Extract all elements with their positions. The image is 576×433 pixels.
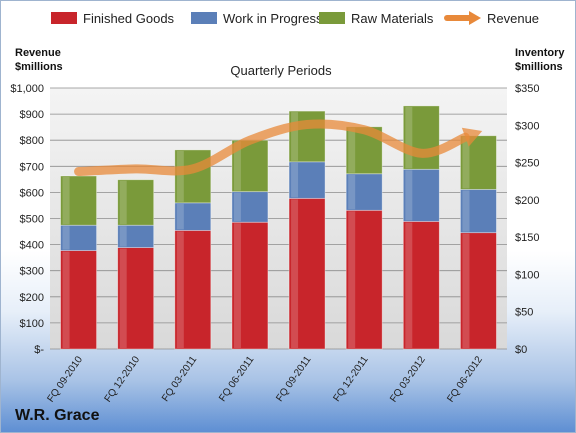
right-tick-label: $50 [515, 307, 533, 319]
legend-label-revenue: Revenue [487, 11, 539, 26]
right-axis-title: Inventory [515, 47, 565, 59]
bar-highlight [348, 127, 356, 173]
bar-highlight [405, 106, 413, 169]
right-axis-unit: $millions [515, 61, 563, 73]
left-tick-label: $500 [20, 214, 44, 226]
legend: Finished Goods Work in Progress Raw Materi… [51, 11, 539, 26]
x-tick-label: FQ 03-2011 [160, 354, 199, 404]
right-tick-label: $0 [515, 344, 527, 356]
bar-raw-materials [460, 135, 497, 190]
left-tick-label: $400 [20, 240, 44, 252]
bar-highlight [233, 223, 241, 348]
legend-arrow-head [469, 11, 481, 25]
right-axis-ticks: $0 $50 $100 $150 $200 $250 $300 $350 [515, 83, 539, 356]
x-axis-labels: FQ 09-2010 FQ 12-2010 FQ 03-2011 FQ 06-2011… [45, 354, 485, 404]
bar-work-in-progress [288, 161, 326, 199]
bar-highlight [348, 211, 356, 348]
legend-label-work-in-progress: Work in Progress [223, 11, 323, 26]
left-tick-label: $300 [20, 266, 44, 278]
bar-finished-goods [117, 247, 155, 350]
bar-highlight [462, 233, 470, 348]
bar-finished-goods [174, 230, 212, 350]
bar-highlight [119, 226, 127, 247]
bar-highlight [176, 203, 184, 230]
bar-work-in-progress [174, 202, 212, 231]
bar-highlight [405, 222, 413, 348]
revenue-line [74, 119, 483, 177]
legend-label-finished-goods: Finished Goods [83, 11, 175, 26]
x-tick-label: FQ 03-2012 [388, 354, 428, 404]
x-tick-label: FQ 06-2011 [217, 354, 256, 404]
bar-finished-goods [460, 232, 497, 350]
x-tick-label: FQ 09-2010 [45, 354, 85, 404]
left-axis-unit: $millions [15, 61, 63, 73]
bar-highlight [233, 192, 241, 222]
legend-label-raw-materials: Raw Materials [351, 11, 434, 26]
bar-highlight [405, 170, 413, 221]
bar-finished-goods [402, 221, 440, 350]
bar-highlight [462, 190, 470, 232]
left-tick-label: $700 [20, 161, 44, 173]
bar-highlight [291, 162, 299, 198]
x-tick-label: FQ 06-2012 [445, 354, 485, 404]
bar-highlight [176, 231, 184, 348]
bar-raw-materials [402, 105, 440, 170]
left-tick-label: $100 [20, 318, 44, 330]
x-tick-label: FQ 09-2011 [274, 354, 313, 404]
bar-raw-materials [60, 175, 97, 226]
right-tick-label: $100 [515, 269, 539, 281]
bar-raw-materials [174, 149, 212, 204]
left-tick-label: $1,000 [10, 83, 44, 95]
bar-work-in-progress [402, 168, 440, 222]
bar-highlight [176, 150, 184, 202]
left-tick-label: $600 [20, 187, 44, 199]
x-tick-label: FQ 12-2011 [331, 354, 370, 404]
bar-highlight [233, 141, 241, 191]
right-tick-label: $350 [515, 83, 539, 95]
right-tick-label: $300 [515, 120, 539, 132]
bar-highlight [291, 199, 299, 348]
bar-finished-goods [288, 197, 326, 350]
bar-work-in-progress [460, 189, 497, 234]
bar-finished-goods [231, 221, 269, 350]
legend-swatch-raw-materials [319, 12, 345, 24]
left-tick-label: $- [34, 344, 44, 356]
right-tick-label: $200 [515, 195, 539, 207]
left-tick-label: $200 [20, 292, 44, 304]
x-tick-label: FQ 12-2010 [103, 354, 143, 404]
bars [60, 105, 497, 350]
legend-swatch-work-in-progress [191, 12, 217, 24]
right-tick-label: $150 [515, 232, 539, 244]
bar-highlight [348, 174, 356, 210]
left-axis-title: Revenue [15, 47, 61, 59]
bar-highlight [62, 176, 70, 225]
chart-title: Quarterly Periods [230, 63, 332, 78]
bar-raw-materials [117, 179, 155, 226]
company-name: W.R. Grace [15, 407, 100, 424]
revenue-line-path [74, 119, 470, 177]
legend-swatch-finished-goods [51, 12, 77, 24]
bar-highlight [291, 112, 299, 161]
left-axis-ticks: $- $100 $200 $300 $400 $500 $600 $700 $800 $900 $1… [10, 83, 44, 356]
right-tick-label: $250 [515, 158, 539, 170]
bar-highlight [119, 248, 127, 348]
bar-highlight [462, 136, 470, 189]
bar-work-in-progress [345, 173, 383, 211]
left-tick-label: $800 [20, 135, 44, 147]
revenue-arrow-head [461, 127, 483, 147]
bar-work-in-progress [60, 224, 97, 251]
bar-highlight [62, 226, 70, 250]
bar-highlight [119, 180, 127, 225]
bar-highlight [62, 251, 70, 348]
left-tick-label: $900 [20, 109, 44, 121]
bar-finished-goods [60, 250, 97, 350]
